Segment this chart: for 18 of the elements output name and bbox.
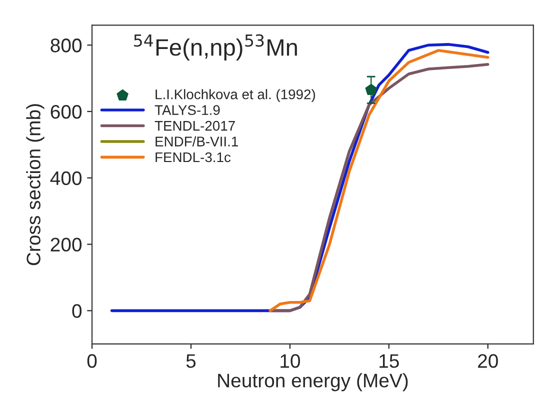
y-tick-label: 0 <box>72 304 82 318</box>
legend-label: ENDF/B-VII.1 <box>156 136 238 146</box>
chart-title: $^{54}$Fe(n,np)$^{53}$Mn <box>134 34 297 60</box>
legend-label: FENDL-3.1c <box>156 152 231 162</box>
y-tick-label: 400 <box>50 171 82 186</box>
y-tick-label: 200 <box>50 238 82 252</box>
legend-label: TENDL-2017 <box>154 120 235 131</box>
y-tick-label: 800 <box>50 38 82 52</box>
x-tick-label: 15 <box>380 354 399 368</box>
legend-label: L.I.Klochkova et al. (1992) <box>156 89 316 102</box>
x-tick-label: 5 <box>186 354 196 368</box>
legend-label: TALYS-1.9 <box>154 105 220 115</box>
x-tick-label: 10 <box>280 354 300 368</box>
y-tick-label: 600 <box>50 104 82 119</box>
y-axis-title: Cross section (mb) <box>26 104 44 266</box>
x-axis-title: Neutron energy (MeV) <box>218 373 408 392</box>
x-tick-label: 0 <box>87 354 97 368</box>
x-tick-label: 20 <box>478 354 498 368</box>
